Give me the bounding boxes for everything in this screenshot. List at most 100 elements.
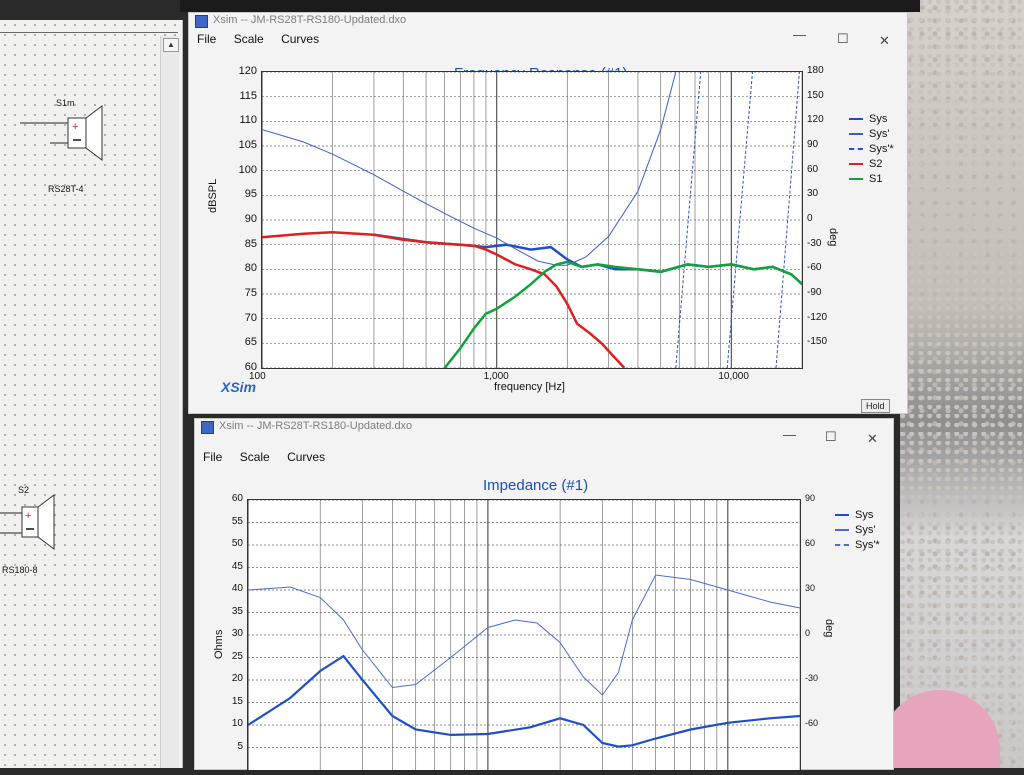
y-tick-label: 60 (244, 361, 257, 373)
y2-tick-label: -60 (807, 262, 822, 274)
chart-legend: Sys Sys' Sys'* S2 S1 (849, 113, 894, 188)
menu-file[interactable]: File (197, 32, 217, 46)
y-tick-label: 85 (244, 237, 257, 250)
maximize-icon[interactable]: ☐ (837, 31, 849, 46)
y-axis-label: dBSPL (207, 178, 219, 213)
menu-bar: File Scale Curves (189, 29, 907, 49)
y-tick-label: 105 (238, 139, 257, 151)
y-tick-label: 60 (231, 493, 243, 504)
y-tick-label: 35 (231, 605, 243, 617)
menu-bar: File Scale Curves (195, 447, 893, 467)
y2-tick-label: 30 (805, 583, 816, 593)
series-line-s1 (443, 260, 803, 369)
legend-label: Sys (869, 113, 888, 125)
menu-scale[interactable]: Scale (239, 450, 270, 464)
legend-item[interactable]: S1 (849, 173, 894, 188)
xsim-app-icon (201, 421, 214, 434)
y-tick-label: 10 (231, 718, 243, 729)
close-icon[interactable]: ✕ (867, 431, 878, 446)
y2-tick-label: 30 (807, 188, 819, 200)
x-axis-label: frequency [Hz] (494, 381, 565, 393)
y2-tick-label: -120 (807, 311, 828, 323)
hold-button[interactable]: Hold (861, 399, 890, 413)
speaker-icon: + (20, 105, 103, 161)
y-tick-label: 65 (244, 336, 257, 349)
speaker-icon: + (0, 494, 55, 550)
y2-tick-label: 90 (807, 139, 819, 150)
speaker-name: S2 (18, 485, 30, 495)
legend-label: S2 (869, 158, 883, 170)
y2-tick-label: 60 (807, 163, 819, 175)
series-line-sys- (247, 574, 801, 696)
schematic-header-line (0, 32, 178, 33)
legend-item[interactable]: Sys (835, 509, 880, 524)
impedance-window[interactable]: Xsim -- JM-RS28T-RS180-Updated.dxo — ☐ ✕… (194, 418, 894, 770)
schematic-scrollbar[interactable]: ▲ (160, 36, 179, 768)
frequency-response-window[interactable]: Xsim -- JM-RS28T-RS180-Updated.dxo — ☐ ✕… (188, 12, 908, 414)
graph-title: Impedance (#1) (483, 477, 589, 494)
y-tick-label: 45 (231, 560, 243, 572)
y-tick-label: 5 (237, 740, 243, 752)
legend-swatch (849, 178, 863, 181)
menu-scale[interactable]: Scale (233, 32, 264, 46)
y2-tick-label: -90 (807, 287, 822, 298)
legend-swatch (835, 514, 849, 517)
y2-tick-label: 60 (805, 538, 816, 548)
y-tick-label: 55 (231, 515, 243, 527)
series-line-sys (247, 654, 801, 748)
y-tick-label: 75 (244, 287, 257, 299)
y-tick-label: 120 (238, 65, 257, 77)
y2-tick-label: 150 (807, 89, 824, 101)
xsim-app-icon (195, 15, 208, 28)
legend-swatch (849, 163, 863, 166)
frequency-plot-area[interactable] (261, 71, 803, 369)
menu-curves[interactable]: Curves (287, 450, 326, 464)
y2-tick-label: 90 (805, 493, 816, 503)
legend-swatch (849, 118, 863, 121)
minimize-icon[interactable]: — (793, 27, 806, 42)
schematic-canvas[interactable]: ▲ S1m + RS28T-4 S2 + RS180-8 (0, 20, 183, 768)
window-titlebar[interactable]: Xsim -- JM-RS28T-RS180-Updated.dxo — ☐ ✕ (189, 13, 907, 48)
y2-tick-label: 120 (807, 114, 824, 126)
frequency-plot (261, 71, 803, 369)
legend-swatch (849, 133, 863, 136)
y-tick-label: 20 (231, 673, 243, 684)
legend-item[interactable]: Sys'* (835, 539, 880, 554)
scroll-up-icon[interactable]: ▲ (163, 38, 179, 52)
impedance-plot-area[interactable] (247, 499, 801, 770)
close-icon[interactable]: ✕ (879, 33, 890, 48)
maximize-icon[interactable]: ☐ (825, 429, 837, 444)
menu-curves[interactable]: Curves (281, 32, 320, 46)
legend-label: S1 (869, 173, 883, 185)
speaker-name: S1m (56, 98, 75, 108)
legend-item[interactable]: Sys (849, 113, 894, 128)
speaker-s2[interactable]: S2 + RS180-8 (0, 485, 100, 575)
series-line-sys- (726, 71, 753, 369)
y-tick-label: 110 (239, 114, 257, 127)
speaker-part: RS28T-4 (48, 184, 84, 194)
legend-label: Sys (855, 509, 874, 521)
series-line-s2 (261, 231, 626, 369)
legend-item[interactable]: Sys' (849, 128, 894, 143)
y-tick-label: 80 (244, 262, 257, 275)
impedance-plot (247, 499, 801, 770)
window-titlebar[interactable]: Xsim -- JM-RS28T-RS180-Updated.dxo — ☐ ✕ (195, 419, 893, 446)
minimize-icon[interactable]: — (783, 427, 796, 442)
legend-item[interactable]: Sys' (835, 524, 880, 539)
y-tick-label: 70 (244, 311, 257, 324)
x-tick-label: 10,000 (718, 371, 749, 382)
window-title: Xsim -- JM-RS28T-RS180-Updated.dxo (219, 420, 413, 432)
menu-file[interactable]: File (203, 450, 223, 464)
legend-item[interactable]: Sys'* (849, 143, 894, 158)
legend-item[interactable]: S2 (849, 158, 894, 173)
legend-label: Sys'* (869, 143, 894, 155)
speaker-s1m[interactable]: S1m + RS28T-4 (20, 98, 140, 194)
y-tick-label: 90 (244, 213, 257, 225)
xsim-logo: XSim (221, 379, 257, 395)
legend-label: Sys' (869, 128, 890, 140)
legend-label: Sys'* (855, 539, 880, 551)
y-tick-label: 50 (231, 538, 243, 549)
y-tick-label: 30 (231, 628, 243, 639)
x-tick-label: 100 (249, 371, 266, 382)
y2-tick-label: 180 (807, 65, 824, 76)
